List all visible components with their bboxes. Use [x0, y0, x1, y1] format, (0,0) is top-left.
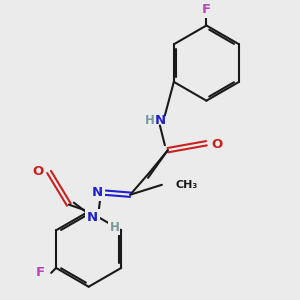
- Text: N: N: [92, 186, 103, 199]
- Text: H: H: [110, 221, 119, 234]
- Text: O: O: [212, 138, 223, 151]
- Text: O: O: [32, 165, 44, 178]
- Text: F: F: [202, 3, 211, 16]
- Text: F: F: [36, 266, 45, 279]
- Text: N: N: [154, 114, 166, 127]
- Text: H: H: [145, 114, 155, 127]
- Text: N: N: [87, 211, 98, 224]
- Text: CH₃: CH₃: [176, 180, 198, 190]
